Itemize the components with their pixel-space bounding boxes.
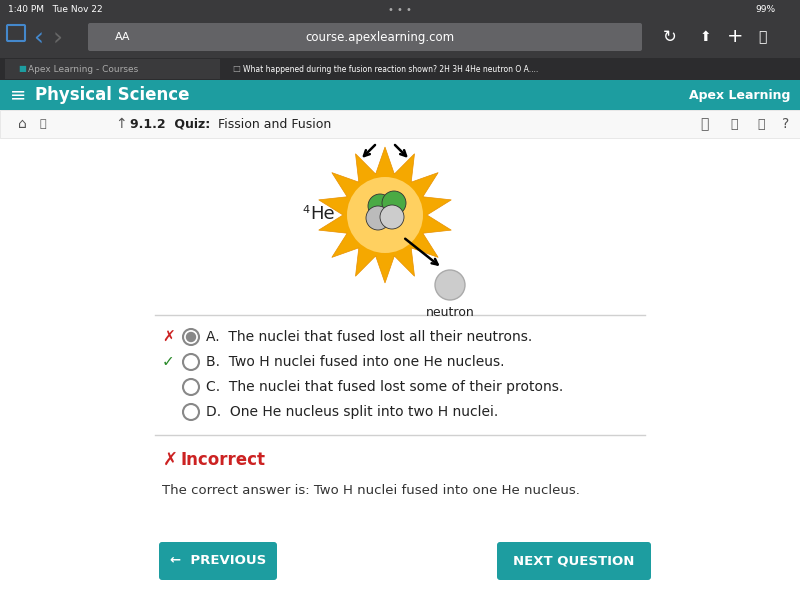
FancyBboxPatch shape [88, 23, 642, 51]
Text: Physical Science: Physical Science [35, 86, 190, 104]
Circle shape [435, 270, 465, 300]
Text: ■: ■ [18, 64, 26, 73]
Text: course.apexlearning.com: course.apexlearning.com [306, 31, 454, 43]
Text: ✗: ✗ [163, 451, 178, 469]
FancyBboxPatch shape [5, 59, 220, 79]
Text: He: He [310, 205, 334, 223]
Circle shape [380, 205, 404, 229]
Text: ≡: ≡ [10, 85, 26, 104]
Text: • • •: • • • [388, 5, 412, 15]
FancyBboxPatch shape [220, 59, 600, 79]
Text: 文: 文 [700, 117, 708, 131]
FancyBboxPatch shape [159, 542, 277, 580]
FancyBboxPatch shape [0, 110, 800, 138]
Text: ?: ? [782, 117, 790, 131]
Text: ✗: ✗ [162, 329, 174, 344]
Circle shape [368, 194, 392, 218]
Text: Fission and Fusion: Fission and Fusion [210, 118, 331, 130]
Text: ‹: ‹ [33, 27, 43, 51]
Circle shape [186, 332, 195, 341]
Text: ↑: ↑ [115, 117, 126, 131]
Text: ↻: ↻ [663, 28, 677, 46]
Circle shape [183, 404, 199, 420]
Text: NEXT QUESTION: NEXT QUESTION [514, 554, 634, 568]
Text: neutron: neutron [426, 306, 474, 319]
Text: 4: 4 [302, 205, 309, 215]
Text: Apex Learning: Apex Learning [689, 88, 790, 101]
Circle shape [183, 354, 199, 370]
Circle shape [366, 206, 390, 230]
Text: 👤: 👤 [730, 118, 738, 130]
Text: AA: AA [115, 32, 130, 42]
FancyBboxPatch shape [0, 80, 800, 110]
Text: ←  PREVIOUS: ← PREVIOUS [170, 554, 266, 568]
Text: 🏷: 🏷 [40, 119, 46, 129]
Text: 1:40 PM   Tue Nov 22: 1:40 PM Tue Nov 22 [8, 5, 102, 14]
Text: ›: › [53, 27, 63, 51]
Text: ⌂: ⌂ [18, 117, 26, 131]
Circle shape [382, 191, 406, 215]
Text: The correct answer is: Two H nuclei fused into one He nucleus.: The correct answer is: Two H nuclei fuse… [162, 484, 580, 497]
Text: Incorrect: Incorrect [180, 451, 265, 469]
Circle shape [347, 177, 423, 253]
Text: Apex Learning - Courses: Apex Learning - Courses [28, 64, 138, 73]
FancyBboxPatch shape [497, 542, 651, 580]
Text: ⧉: ⧉ [758, 30, 766, 44]
Text: □: □ [232, 64, 240, 73]
FancyBboxPatch shape [0, 138, 800, 600]
FancyBboxPatch shape [0, 58, 800, 80]
Text: C.  The nuclei that fused lost some of their protons.: C. The nuclei that fused lost some of th… [206, 380, 563, 394]
Text: ✓: ✓ [162, 355, 174, 370]
Text: 9.1.2  Quiz:: 9.1.2 Quiz: [130, 118, 210, 130]
Text: B.  Two H nuclei fused into one He nucleus.: B. Two H nuclei fused into one He nucleu… [206, 355, 505, 369]
Circle shape [183, 379, 199, 395]
Text: 🖨: 🖨 [757, 118, 765, 130]
Text: What happened during the fusion reaction shown? 2H 3H 4He neutron O A....: What happened during the fusion reaction… [243, 64, 538, 73]
Text: D.  One He nucleus split into two H nuclei.: D. One He nucleus split into two H nucle… [206, 405, 498, 419]
Circle shape [183, 329, 199, 345]
Text: 99%: 99% [755, 5, 775, 14]
FancyBboxPatch shape [0, 0, 800, 20]
Polygon shape [318, 147, 451, 283]
Text: ⬆: ⬆ [699, 30, 711, 44]
Text: A.  The nuclei that fused lost all their neutrons.: A. The nuclei that fused lost all their … [206, 330, 532, 344]
FancyBboxPatch shape [0, 20, 800, 58]
Text: +: + [726, 28, 743, 46]
